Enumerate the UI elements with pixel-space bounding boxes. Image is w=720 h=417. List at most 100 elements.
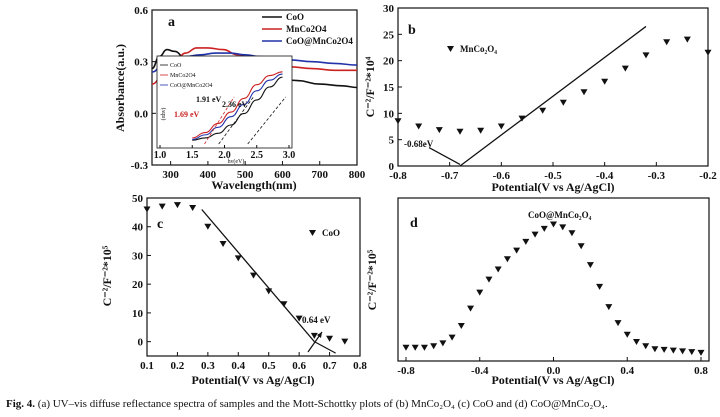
data-point bbox=[531, 231, 539, 238]
data-point bbox=[663, 39, 671, 46]
data-point bbox=[265, 288, 273, 295]
legend-label-coo: CoO bbox=[286, 12, 304, 22]
panel-d-ylabel: C⁻²/F⁻²*10⁵ bbox=[365, 249, 379, 310]
panel-a-label: a bbox=[168, 15, 175, 30]
data-point bbox=[539, 107, 547, 114]
inset-x-tick-label: 1.0 bbox=[154, 150, 167, 161]
data-point bbox=[234, 255, 242, 262]
y-tick-label: 0.6 bbox=[134, 5, 148, 17]
panel-d-label: d bbox=[410, 216, 418, 231]
data-point bbox=[642, 343, 650, 350]
y-tick-label: -0.3 bbox=[131, 160, 149, 172]
x-tick-label: -0.7 bbox=[441, 170, 459, 182]
x-tick-label: 500 bbox=[237, 169, 254, 181]
fit-line bbox=[201, 209, 315, 343]
inset-legend-coo-mnco2o4: CoO@MnCo2O4 bbox=[170, 83, 213, 89]
data-point bbox=[456, 128, 464, 135]
x-tick-label: 400 bbox=[200, 169, 217, 181]
data-point bbox=[411, 344, 419, 351]
data-point bbox=[586, 262, 594, 269]
data-point bbox=[601, 78, 609, 85]
panel-b-legend-marker bbox=[447, 46, 454, 52]
y-tick-label: 10 bbox=[132, 308, 144, 320]
data-point bbox=[143, 206, 151, 213]
x-tick-label: 0.2 bbox=[171, 360, 185, 372]
y-tick-label: 30 bbox=[383, 3, 395, 15]
inset-ylabel: (αhν) bbox=[160, 108, 167, 121]
panel-c-legend-marker bbox=[309, 230, 316, 236]
data-point bbox=[550, 221, 557, 228]
data-point bbox=[341, 338, 349, 345]
data-point bbox=[540, 225, 548, 232]
data-point bbox=[250, 272, 257, 279]
x-tick-label: 0.0 bbox=[547, 365, 561, 377]
x-tick-label: -0.6 bbox=[493, 170, 511, 182]
data-point bbox=[632, 338, 640, 345]
data-point bbox=[420, 344, 428, 351]
data-point bbox=[497, 123, 505, 130]
data-point bbox=[679, 348, 687, 355]
panel-c-ylabel: C⁻²/F⁻²*10⁵ bbox=[100, 245, 114, 306]
x-tick-label: -0.4 bbox=[471, 365, 489, 377]
data-point bbox=[448, 334, 456, 341]
panel-b-xlabel: Potential(V vs Ag/AgCl) bbox=[491, 180, 614, 194]
y-tick-label: 20 bbox=[132, 279, 144, 291]
y-tick-label: 0 bbox=[389, 161, 395, 173]
x-tick-label: -0.2 bbox=[699, 170, 717, 182]
x-tick-label: 0.8 bbox=[694, 365, 708, 377]
panel-b-mott-schottky: -0.8 -0.7 -0.6 -0.5 -0.4 -0.3 -0.2 0 5 10 15 20 25 30… bbox=[363, 3, 717, 194]
y-tick-label: 20 bbox=[383, 56, 395, 68]
panel-c-xlabel: Potential(V vs Ag/AgCl) bbox=[191, 373, 314, 387]
x-tick-label: 0.7 bbox=[323, 360, 337, 372]
data-point bbox=[660, 346, 668, 353]
data-point bbox=[439, 340, 447, 347]
data-point bbox=[158, 203, 166, 210]
figure-caption: Fig. 4. (a) UV–vis diffuse reflectance s… bbox=[6, 398, 718, 410]
data-point bbox=[683, 36, 691, 43]
inset-annotation-2-36: 2.36 eV bbox=[222, 100, 248, 109]
inset-x-tick-label: 2.0 bbox=[218, 150, 231, 161]
data-point bbox=[518, 115, 526, 122]
y-tick-label: 0.3 bbox=[134, 57, 148, 69]
inset-frame bbox=[156, 55, 293, 149]
inset-annotation-1-69: 1.69 eV bbox=[174, 110, 200, 119]
data-point bbox=[688, 349, 696, 356]
data-point bbox=[559, 99, 567, 106]
y-tick-label: 0.0 bbox=[134, 108, 148, 120]
data-point bbox=[326, 335, 334, 342]
y-tick-label: 0 bbox=[138, 337, 144, 349]
x-tick-label: 300 bbox=[162, 169, 179, 181]
x-tick-label: -0.4 bbox=[596, 170, 614, 182]
panel-b-legend: MnCo₂O₄ bbox=[460, 44, 497, 54]
x-tick-label: 0.4 bbox=[620, 365, 634, 377]
data-point bbox=[295, 315, 303, 322]
panel-d-legend: CoO@MnCo₂O₄ bbox=[528, 210, 592, 220]
caption-text: (a) UV–vis diffuse reflectance spectra o… bbox=[37, 398, 608, 410]
y-tick-label: 15 bbox=[383, 82, 395, 94]
data-point bbox=[494, 266, 502, 273]
panel-c-label: c bbox=[157, 217, 163, 232]
panel-d-xlabel: Potential(V vs Ag/AgCl) bbox=[491, 373, 614, 387]
panel-a-uv-vis: 300 400 500 600 700 800 -0.3 0.0 0.3 0.6 a Wavele… bbox=[113, 5, 366, 192]
data-point bbox=[513, 247, 521, 254]
x-tick-label: 0.1 bbox=[140, 360, 154, 372]
data-point bbox=[577, 243, 585, 250]
inset-series-line-mnco2o4 bbox=[192, 71, 283, 139]
x-tick-label: 0.4 bbox=[231, 360, 245, 372]
panel-c-arrow-head bbox=[317, 332, 322, 338]
data-point bbox=[605, 304, 613, 311]
x-tick-label: 700 bbox=[311, 169, 328, 181]
panel-d-mott-schottky: -0.8 -0.4 0.0 0.4 0.8 d CoO@MnCo₂O₄ Potentia… bbox=[365, 197, 710, 387]
legend-label-coo-mnco2o4: CoO@MnCo2O4 bbox=[286, 36, 353, 46]
y-tick-label: 30 bbox=[132, 250, 144, 262]
data-point bbox=[467, 305, 475, 312]
legend-label-mnco2o4: MnCo2O4 bbox=[286, 24, 327, 34]
x-tick-label: -0.8 bbox=[389, 170, 407, 182]
inset-x-tick-label: 1.5 bbox=[186, 150, 199, 161]
inset-tangent-line bbox=[247, 96, 287, 145]
data-point bbox=[596, 283, 604, 290]
inset-legend-mnco2o4: MnCo2O4 bbox=[170, 73, 196, 79]
x-tick-label: -0.3 bbox=[648, 170, 666, 182]
data-point bbox=[204, 223, 212, 230]
inset-tangent-line bbox=[204, 96, 235, 145]
